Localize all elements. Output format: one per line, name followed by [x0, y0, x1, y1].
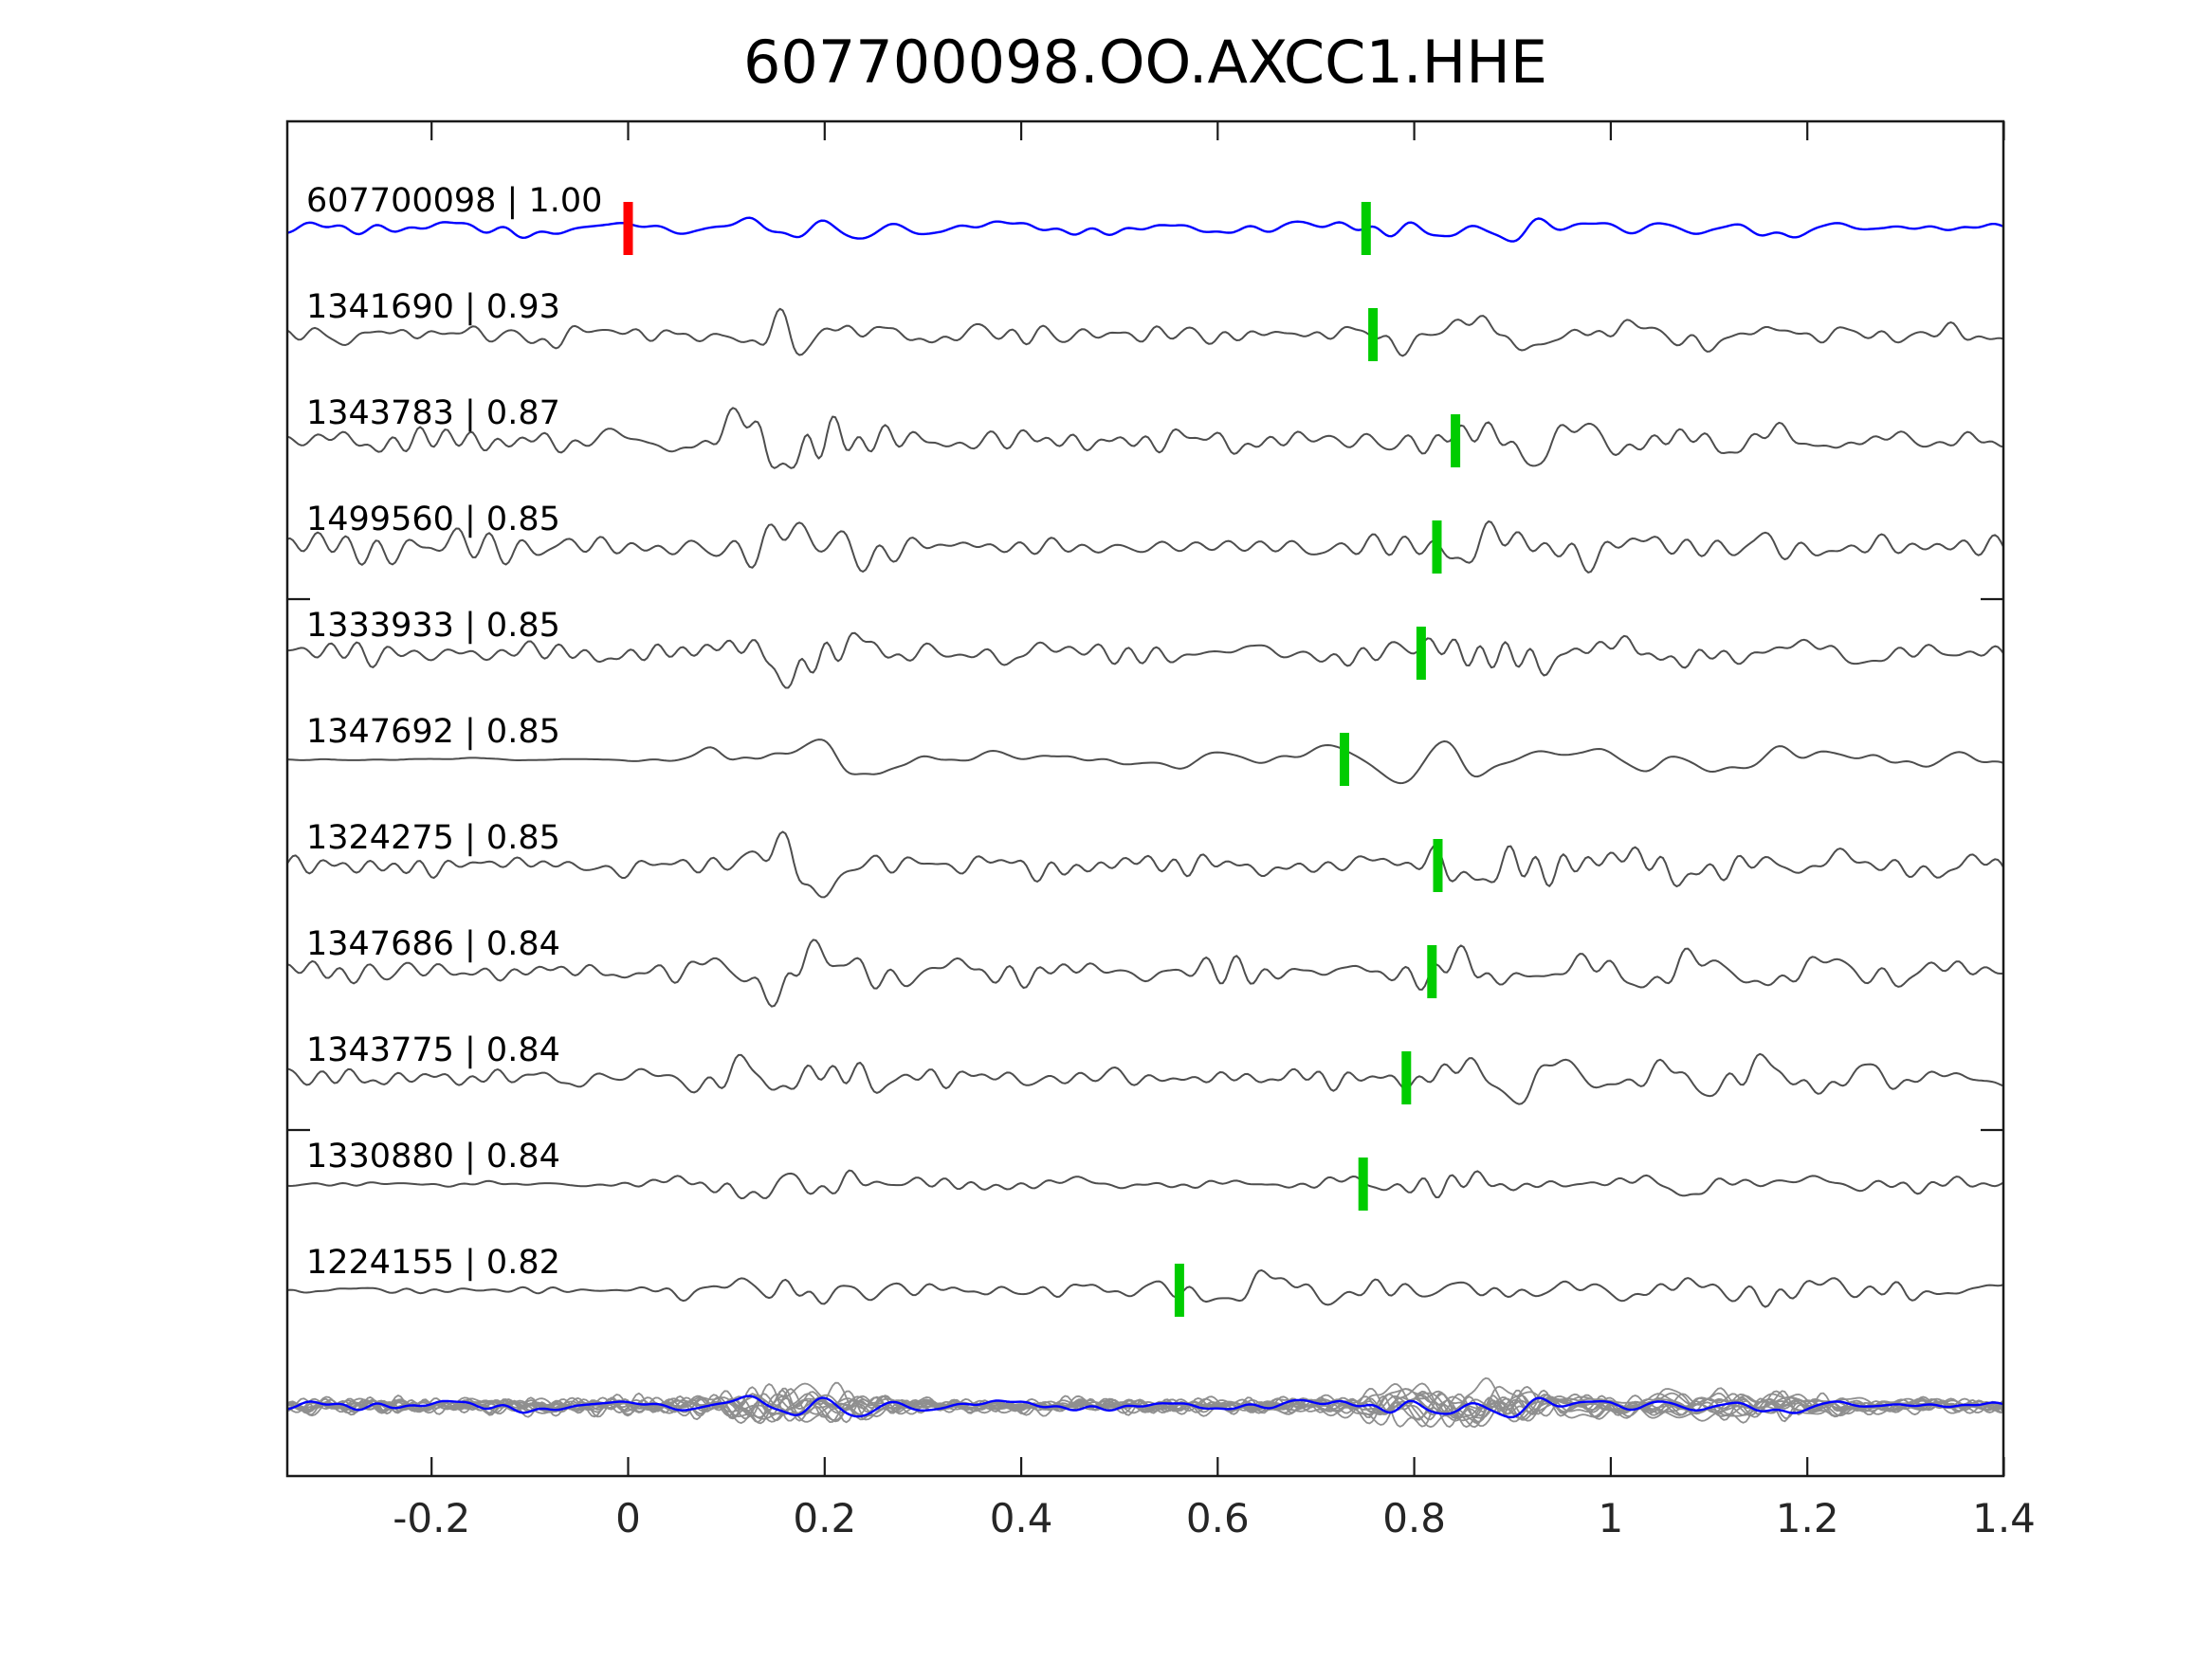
waveform-trace-607700098: [287, 216, 2003, 243]
waveform-trace-1333933: [287, 631, 2003, 689]
plot-frame: [285, 119, 2005, 1478]
pick-mark-1347692: [1340, 733, 1349, 786]
x-tick-label: 1.2: [1776, 1495, 1839, 1541]
pick-mark-1499560: [1432, 520, 1442, 574]
waveform-trace-1499560: [287, 520, 2003, 574]
trace-label-1324275: 1324275 | 0.85: [306, 819, 560, 857]
x-tick-label: 1.4: [1972, 1495, 2036, 1541]
x-tick-label: -0.2: [393, 1495, 470, 1541]
trace-label-1330880: 1330880 | 0.84: [306, 1138, 560, 1176]
x-tick-label: 0: [615, 1495, 641, 1541]
pick-mark-1324275: [1433, 839, 1443, 892]
pick-mark-1224155: [1174, 1264, 1184, 1317]
figure-title: 607700098.OO.AXCC1.HHE: [742, 27, 1548, 97]
waveform-trace-1341690: [287, 307, 2003, 357]
trace-label-1343783: 1343783 | 0.87: [306, 394, 560, 432]
trace-label-1224155: 1224155 | 0.82: [306, 1244, 560, 1282]
x-tick-label: 0.6: [1186, 1495, 1250, 1541]
pick-mark-1343775: [1401, 1051, 1412, 1104]
waveform-trace-1324275: [287, 830, 2003, 899]
waveform-trace-1343783: [287, 407, 2003, 469]
pick-mark-1347686: [1427, 945, 1437, 998]
overlay-detection-trace: [287, 1387, 2003, 1425]
pick-mark-1343783: [1451, 414, 1461, 467]
overlay-detection-trace: [287, 1390, 2003, 1418]
trace-label-607700098: 607700098 | 1.00: [306, 182, 602, 220]
waveform-trace-1330880: [287, 1169, 2003, 1200]
trace-label-1347692: 1347692 | 0.85: [306, 713, 560, 751]
x-tick-label: 1: [1599, 1495, 1624, 1541]
x-tick-label: 0.2: [793, 1495, 856, 1541]
trace-label-1341690: 1341690 | 0.93: [306, 288, 560, 326]
pick-mark-1333933: [1416, 627, 1426, 680]
pick-mark-607700098: [1361, 202, 1371, 255]
pick-mark-1341690: [1368, 308, 1379, 361]
pick-mark-1330880: [1358, 1158, 1368, 1211]
template-origin-mark: [623, 202, 633, 255]
trace-label-1343775: 1343775 | 0.84: [306, 1031, 560, 1069]
overlay-template-trace: [287, 1395, 2003, 1419]
waveform-trace-1347686: [287, 939, 2003, 1008]
trace-label-1333933: 1333933 | 0.85: [306, 607, 560, 645]
trace-label-1499560: 1499560 | 0.85: [306, 501, 560, 538]
trace-label-1347686: 1347686 | 0.84: [306, 925, 560, 963]
waveform-trace-1343775: [287, 1052, 2003, 1105]
x-tick-label: 0.4: [990, 1495, 1053, 1541]
waveform-trace-1224155: [287, 1269, 2003, 1308]
x-tick-label: 0.8: [1382, 1495, 1446, 1541]
waveform-trace-1347692: [287, 738, 2003, 785]
